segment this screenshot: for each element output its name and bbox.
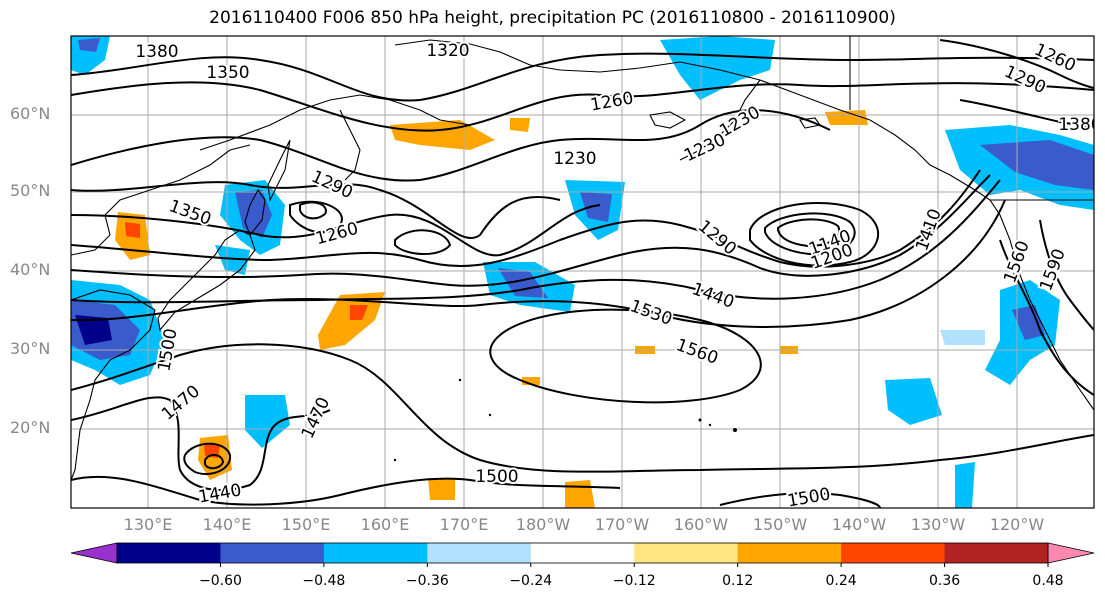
islands bbox=[393, 378, 737, 462]
colorbar-segment bbox=[220, 543, 325, 563]
longitude-label: 170°W bbox=[594, 515, 650, 534]
precip-area bbox=[350, 305, 368, 320]
precip-area bbox=[428, 478, 455, 500]
longitude-label: 140°W bbox=[831, 515, 887, 534]
longitude-label: 160°W bbox=[673, 515, 729, 534]
precip-area bbox=[885, 378, 942, 425]
precip-area bbox=[75, 315, 112, 345]
latitude-label: 50°N bbox=[10, 181, 51, 200]
colorbar-tick-label: −0.60 bbox=[199, 573, 242, 589]
colorbar-tick-label: −0.36 bbox=[406, 573, 449, 589]
colorbar-segment bbox=[737, 543, 842, 563]
precip-area bbox=[565, 480, 595, 508]
country-borders bbox=[849, 36, 1094, 201]
colorbar: −0.60 −0.48 −0.36 −0.24 −0.12 0.12 0.24 0.36 0.4… bbox=[70, 542, 1095, 589]
colorbar-segment bbox=[841, 543, 946, 563]
contour-label: 1350 bbox=[206, 63, 249, 83]
colorbar-segment bbox=[944, 543, 1049, 563]
colorbar-tick-label: 0.36 bbox=[929, 573, 960, 589]
colorbar-tick-label: 0.24 bbox=[826, 573, 857, 589]
precip-area bbox=[955, 462, 975, 508]
map-frame bbox=[70, 35, 1095, 509]
longitude-label: 170°E bbox=[439, 515, 489, 534]
colorbar-extend-high bbox=[1047, 542, 1095, 564]
longitude-label: 130°E bbox=[123, 515, 173, 534]
longitude-label: 160°E bbox=[360, 515, 410, 534]
longitude-label: 130°W bbox=[910, 515, 966, 534]
colorbar-tick-label: 0.48 bbox=[1032, 573, 1063, 589]
precip-area bbox=[825, 110, 868, 125]
height-contours bbox=[71, 39, 1094, 508]
longitude-label: 150°E bbox=[281, 515, 331, 534]
precip-area bbox=[125, 222, 140, 238]
precip-area bbox=[245, 395, 290, 448]
colorbar-segment bbox=[530, 543, 635, 563]
latitude-label: 40°N bbox=[10, 260, 51, 279]
latitude-label: 30°N bbox=[10, 339, 51, 358]
colorbar-tick-label: −0.12 bbox=[613, 573, 656, 589]
colorbar-tick-label: −0.48 bbox=[302, 573, 345, 589]
precip-area bbox=[510, 118, 530, 132]
colorbar-tick-label: 0.12 bbox=[722, 573, 753, 589]
map-title: 2016110400 F006 850 hPa height, precipit… bbox=[209, 8, 896, 28]
precip-area bbox=[980, 140, 1094, 190]
contour-label: 1320 bbox=[426, 41, 469, 61]
precip-area bbox=[580, 192, 612, 222]
precip-area bbox=[235, 190, 272, 238]
contour-label: 1500 bbox=[475, 467, 518, 487]
coastlines bbox=[71, 39, 1094, 481]
contour-label: 1380 bbox=[135, 42, 178, 62]
colorbar-extend-low bbox=[70, 542, 118, 564]
longitude-label: 180°W bbox=[515, 515, 571, 534]
longitude-label: 120°W bbox=[989, 515, 1045, 534]
longitude-label: 150°W bbox=[752, 515, 808, 534]
colorbar-segment bbox=[634, 543, 739, 563]
colorbar-segment bbox=[427, 543, 532, 563]
precip-area bbox=[498, 268, 548, 298]
precip-area bbox=[78, 38, 100, 52]
colorbar-outline bbox=[116, 542, 1049, 564]
longitude-label: 140°E bbox=[202, 515, 252, 534]
colorbar-segment bbox=[117, 543, 221, 563]
colorbar-segment bbox=[323, 543, 428, 563]
contour-label: 1230 bbox=[553, 149, 596, 169]
latitude-label: 60°N bbox=[10, 104, 51, 123]
latitude-label: 20°N bbox=[10, 418, 51, 437]
precip-area bbox=[660, 36, 775, 100]
precip-area bbox=[390, 120, 495, 150]
precip-area bbox=[318, 292, 385, 350]
colorbar-tick-label: −0.24 bbox=[509, 573, 552, 589]
precip-area bbox=[940, 330, 985, 345]
contour-label: 1380 bbox=[1058, 115, 1101, 135]
lat-lon-grid bbox=[71, 36, 1094, 508]
